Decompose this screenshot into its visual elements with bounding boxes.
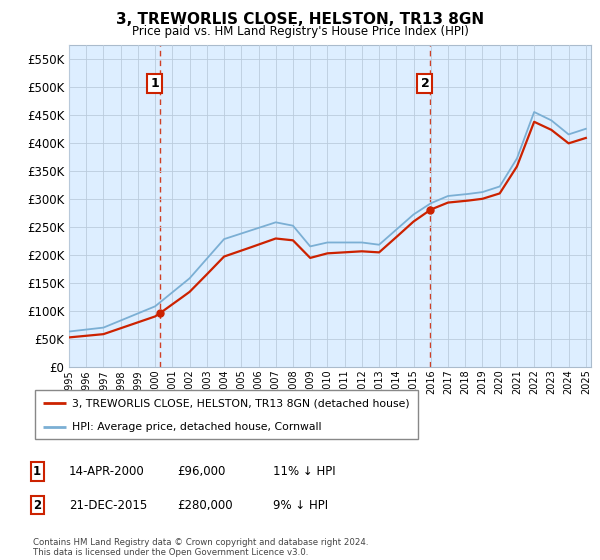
Text: HPI: Average price, detached house, Cornwall: HPI: Average price, detached house, Corn… xyxy=(72,422,321,432)
Text: 1: 1 xyxy=(151,77,160,90)
Text: 2: 2 xyxy=(421,77,429,90)
Text: Contains HM Land Registry data © Crown copyright and database right 2024.
This d: Contains HM Land Registry data © Crown c… xyxy=(33,538,368,557)
Text: 9% ↓ HPI: 9% ↓ HPI xyxy=(273,498,328,512)
Text: 1: 1 xyxy=(33,465,41,478)
Text: 11% ↓ HPI: 11% ↓ HPI xyxy=(273,465,335,478)
Text: Price paid vs. HM Land Registry's House Price Index (HPI): Price paid vs. HM Land Registry's House … xyxy=(131,25,469,38)
Text: 21-DEC-2015: 21-DEC-2015 xyxy=(69,498,147,512)
Text: 2: 2 xyxy=(33,498,41,512)
Text: 3, TREWORLIS CLOSE, HELSTON, TR13 8GN (detached house): 3, TREWORLIS CLOSE, HELSTON, TR13 8GN (d… xyxy=(72,398,409,408)
FancyBboxPatch shape xyxy=(35,390,418,438)
Text: 3, TREWORLIS CLOSE, HELSTON, TR13 8GN: 3, TREWORLIS CLOSE, HELSTON, TR13 8GN xyxy=(116,12,484,27)
Text: £96,000: £96,000 xyxy=(177,465,226,478)
Text: 14-APR-2000: 14-APR-2000 xyxy=(69,465,145,478)
Text: £280,000: £280,000 xyxy=(177,498,233,512)
